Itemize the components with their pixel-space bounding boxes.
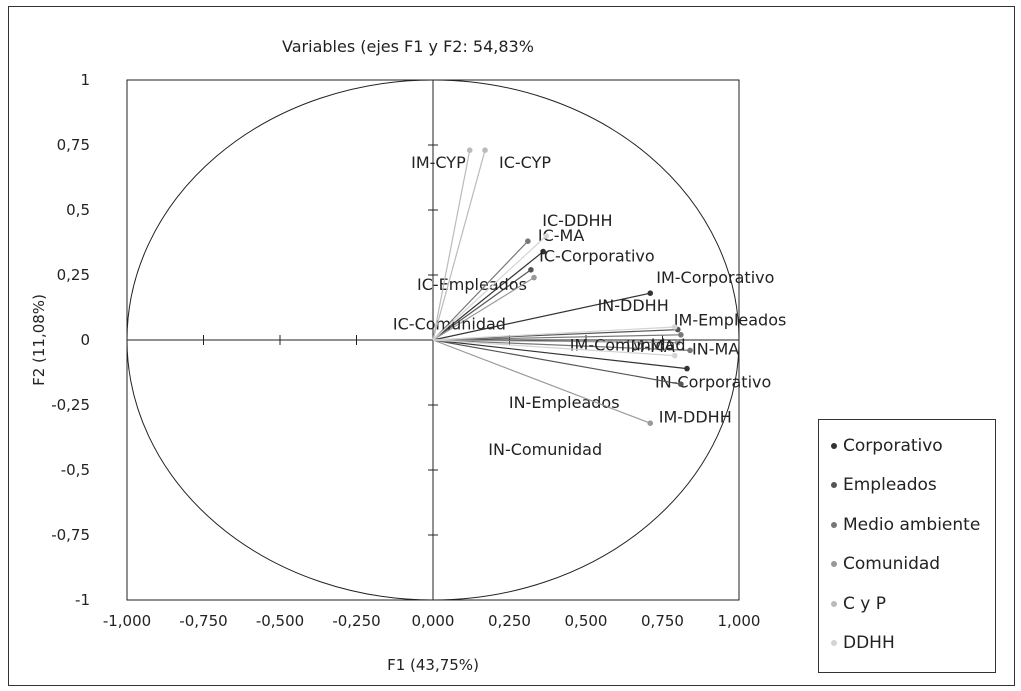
vector-line <box>432 339 691 351</box>
point-label: IM-CYP <box>411 153 466 172</box>
y-tick-label: -1 <box>75 591 90 609</box>
data-point <box>525 238 531 244</box>
vector-line <box>432 326 675 341</box>
x-tick-label: 0,250 <box>488 612 531 630</box>
data-point <box>482 147 488 153</box>
legend: Corporativo Empleados Medio ambiente Comuni… <box>818 419 996 673</box>
vector-line <box>432 339 675 357</box>
legend-label: Empleados <box>843 475 937 496</box>
data-point <box>543 233 550 239</box>
point-label: IC-Empleados <box>417 275 527 294</box>
data-point <box>684 365 690 372</box>
vector-line <box>432 334 681 341</box>
vector-line <box>432 339 688 370</box>
data-point <box>647 420 654 427</box>
legend-item: DDHH <box>819 624 995 664</box>
vector-line <box>432 339 681 385</box>
legend-label: Medio ambiente <box>843 514 981 535</box>
vector-line <box>432 150 486 341</box>
y-tick-label: 0 <box>80 331 90 349</box>
data-point <box>647 290 654 297</box>
y-tick-label: -0,25 <box>51 396 90 414</box>
x-tick-label: -0,750 <box>179 612 227 630</box>
data-point <box>528 267 534 273</box>
legend-label: C y P <box>843 593 886 614</box>
y-tick-label: 0,75 <box>57 136 90 154</box>
legend-marker <box>831 640 837 647</box>
data-point <box>687 347 693 354</box>
point-label: IN-MA <box>692 339 739 358</box>
y-tick-label: -0,5 <box>61 461 90 479</box>
data-point <box>671 352 678 359</box>
y-tick-label: -0,75 <box>51 526 90 544</box>
point-label: IC-DDHH <box>542 211 612 230</box>
legend-marker <box>831 521 837 528</box>
vector-line <box>432 269 532 341</box>
legend-item: C y P <box>819 584 995 624</box>
y-tick-label: 0,25 <box>57 266 90 284</box>
point-label: IM-Corporativo <box>656 268 774 287</box>
legend-label: DDHH <box>843 633 895 654</box>
data-point <box>675 339 681 346</box>
point-label: IN-DDHH <box>598 296 669 315</box>
point-label: IM-MA <box>626 337 675 356</box>
x-tick-label: 1,000 <box>718 612 761 630</box>
legend-item: Empleados <box>819 466 995 506</box>
vector-line <box>432 235 547 341</box>
chart-title: Variables (ejes F1 y F2: 54,83% <box>282 37 534 56</box>
point-label: IC-MA <box>538 226 584 245</box>
vector-line <box>432 339 678 344</box>
data-point <box>671 324 678 330</box>
vector-line <box>432 150 471 341</box>
point-label: IM-DDHH <box>659 408 732 427</box>
y-tick-label: 1 <box>80 71 90 89</box>
legend-item: Corporativo <box>819 426 995 466</box>
legend-marker <box>831 600 837 607</box>
point-label: IC-Corporativo <box>539 247 655 266</box>
data-point <box>466 147 473 153</box>
x-tick-label: -0,250 <box>332 612 380 630</box>
point-label: IC-CYP <box>499 153 551 172</box>
point-label: IN-Comunidad <box>488 440 602 459</box>
y-axis-label: F2 (11,08%) <box>30 294 48 386</box>
x-axis-label: F1 (43,75%) <box>387 656 479 674</box>
point-label: IM-Comunidad <box>570 336 686 355</box>
legend-label: Corporativo <box>843 435 943 456</box>
data-point <box>540 248 546 255</box>
y-tick-label: 0,5 <box>66 201 90 219</box>
data-point <box>678 332 684 338</box>
vector-line <box>432 339 651 424</box>
point-label: IM-Empleados <box>674 311 787 330</box>
point-label: IN-Corporativo <box>655 373 771 392</box>
point-label: IN-Empleados <box>509 393 620 412</box>
legend-marker <box>831 561 837 568</box>
data-point <box>678 381 684 388</box>
x-tick-label: 0,000 <box>412 612 455 630</box>
x-tick-label: 0,500 <box>565 612 608 630</box>
legend-item: Medio ambiente <box>819 505 995 545</box>
vector-line <box>432 240 529 341</box>
vector-line <box>432 277 535 341</box>
legend-marker <box>831 482 837 489</box>
chart-frame <box>8 6 1015 686</box>
vector-line <box>432 292 651 341</box>
vector-line <box>432 251 544 341</box>
x-tick-label: -0,500 <box>256 612 304 630</box>
data-point <box>531 274 537 281</box>
x-tick-label: 0,750 <box>641 612 684 630</box>
x-tick-label: -1,000 <box>103 612 151 630</box>
legend-item: Comunidad <box>819 545 995 585</box>
legend-label: Comunidad <box>843 554 941 575</box>
legend-marker <box>831 442 837 449</box>
